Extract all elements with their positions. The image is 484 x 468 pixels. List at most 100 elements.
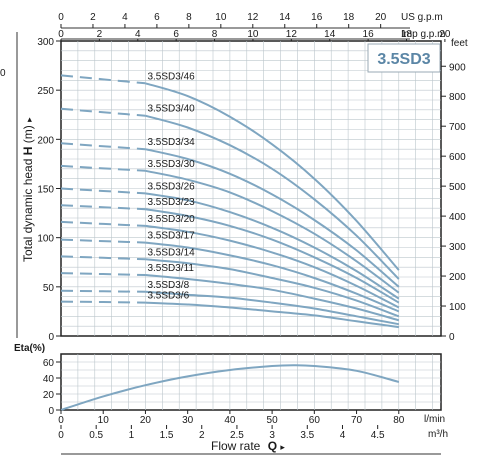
us-gpm-tick-label: 0	[58, 12, 64, 23]
lmin-tick-label: 50	[267, 415, 279, 426]
lmin-tick-label: 40	[224, 415, 236, 426]
feet-tick-label: 300	[449, 242, 466, 253]
head-axis-symbol: H	[21, 147, 35, 156]
curve-label: 3.5SD3/26	[147, 181, 195, 192]
head-curves	[60, 74, 400, 329]
imp-gpm-tick-label: 0	[58, 29, 64, 40]
curve-label: 3.5SD3/8	[147, 280, 189, 291]
m3h-ticks: 0 0.5 1 1.5 2 2.5 3 3.5 4 4.5	[58, 425, 385, 441]
imp-gpm-tick-label: 12	[286, 29, 298, 40]
lmin-tick-label: 20	[140, 415, 152, 426]
curve-solid	[145, 114, 400, 280]
head-y-tick-label: 100	[37, 234, 54, 245]
eta-y-tick-label: 40	[43, 374, 55, 385]
imp-gpm-tick-label: 18	[401, 29, 413, 40]
lmin-tick-label: 0	[58, 415, 64, 426]
imp-gpm-tick-label: 6	[173, 29, 179, 40]
eta-y-tick-label: 0	[48, 406, 54, 417]
imp-gpm-tick-label: 8	[212, 29, 218, 40]
curve-solid	[145, 82, 400, 271]
us-gpm-unit: US g.p.m	[401, 12, 443, 23]
feet-tick-label: 800	[449, 92, 466, 103]
us-gpm-tick-label: 4	[122, 12, 128, 23]
head-axis-unit: (m)	[21, 125, 35, 143]
curve-solid	[145, 301, 399, 329]
head-y-tick-label: 250	[37, 86, 54, 97]
model-badge-text: 3.5SD3	[377, 51, 430, 68]
us-gpm-tick-label: 8	[186, 12, 192, 23]
lmin-tick-label: 60	[309, 415, 321, 426]
curve-label: 3.5SD3/40	[147, 104, 195, 115]
curve-dashed	[60, 255, 146, 261]
curve-label: 3.5SD3/46	[147, 71, 195, 82]
m3h-unit: m³/h	[428, 429, 448, 440]
imp-gpm-unit: Imp g.p.m	[401, 29, 445, 40]
curve-dashed	[60, 300, 146, 304]
us-gpm-tick-label: 20	[375, 12, 387, 23]
curve-label: 3.5SD3/11	[147, 263, 194, 274]
curve-dashed	[60, 272, 146, 276]
us-gpm-tick-label: 14	[279, 12, 291, 23]
lmin-tick-label: 10	[98, 415, 110, 426]
curve-solid	[145, 148, 400, 288]
curve-dashed	[60, 74, 146, 85]
feet-tick-label: 900	[449, 62, 466, 73]
m3h-tick-label: 0.5	[89, 430, 103, 441]
lmin-tick-label: 70	[351, 415, 363, 426]
imp-gpm-tick-label: 14	[324, 29, 336, 40]
eta-axis-title: Eta(%)	[14, 343, 45, 354]
curve-solid	[145, 169, 400, 294]
us-gpm-tick-label: 6	[154, 12, 160, 23]
eta-grid	[61, 354, 441, 410]
m3h-tick-label: 0	[58, 430, 64, 441]
us-gpm-tick-label: 12	[247, 12, 259, 23]
eta-line	[60, 364, 400, 411]
curve-solid	[145, 224, 400, 309]
curve-label: 3.5SD3/23	[147, 197, 195, 208]
lmin-tick-label: 30	[182, 415, 194, 426]
m3h-tick-label: 4	[340, 430, 346, 441]
head-axis-title: Total dynamic head H (m) ▸	[21, 117, 35, 262]
feet-tick-label: 100	[449, 302, 466, 313]
top-axes: 0 2 4 6 8 10 12 14 16 18 20 US g.p.m 0 2 4 6 8 10 12 14 16…	[58, 12, 451, 42]
imp-gpm-ticks: 0 2 4 6 8 10 12 14 16 18 20	[58, 29, 451, 42]
eta-y-tick-label: 60	[43, 358, 55, 369]
m3h-tick-label: 3.5	[300, 430, 314, 441]
curve-dashed	[60, 187, 146, 195]
eta-curve	[60, 364, 400, 411]
head-curve-labels: 3.5SD3/46 3.5SD3/40 3.5SD3/34 3.5SD3/30 3.5S…	[147, 71, 195, 301]
feet-tick-label: 600	[449, 152, 466, 163]
curve-dashed	[60, 289, 146, 293]
feet-tick-label: 400	[449, 212, 466, 223]
eta-plot-frame	[60, 353, 442, 411]
curve-solid	[145, 241, 400, 313]
flow-axis-symbol: Q	[268, 439, 277, 453]
curve-dashed	[60, 107, 146, 117]
curve-label: 3.5SD3/34	[147, 137, 195, 148]
curve-dashed	[60, 220, 146, 227]
head-y-ticks: 0 50 100 150 200 250 300	[37, 37, 61, 343]
us-gpm-tick-label: 18	[343, 12, 355, 23]
curve-dashed	[60, 204, 146, 211]
m3h-tick-label: 2.5	[230, 430, 244, 441]
curve-solid	[145, 192, 400, 300]
curve-label: 3.5SD3/6	[147, 291, 189, 302]
curve-dashed	[60, 164, 146, 172]
lmin-ticks: 0 10 20 30 40 50 60 70 80	[58, 410, 405, 426]
us-gpm-tick-label: 10	[215, 12, 227, 23]
feet-tick-label: 200	[449, 272, 466, 283]
curve-label: 3.5SD3/17	[147, 231, 195, 242]
head-y-tick-label: 150	[37, 185, 54, 196]
head-y-tick-label: 200	[37, 135, 54, 146]
head-y-tick-label: 50	[43, 283, 55, 294]
eta-y-ticks: 0 20 40 60	[43, 358, 61, 417]
us-gpm-tick-label: 16	[311, 12, 323, 23]
imp-gpm-tick-label: 4	[135, 29, 141, 40]
m3h-tick-label: 3	[269, 430, 275, 441]
us-gpm-tick-label: 2	[90, 12, 96, 23]
imp-gpm-tick-label: 10	[247, 29, 259, 40]
m3h-tick-label: 1	[129, 430, 135, 441]
feet-tick-label: 0	[449, 332, 455, 343]
flow-axis-title: Flow rate Q ▸	[211, 439, 285, 453]
